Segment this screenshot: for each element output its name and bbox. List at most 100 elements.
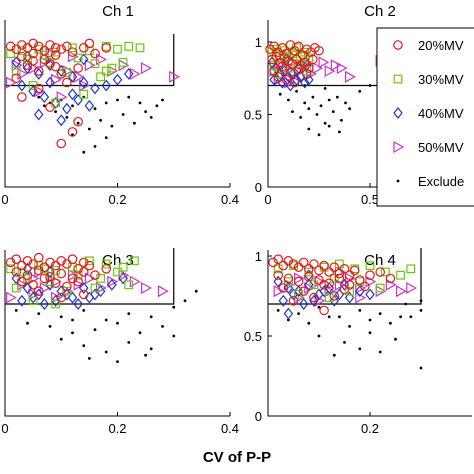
- data-point: [149, 347, 153, 351]
- data-point: [33, 286, 44, 296]
- data-point: [17, 92, 27, 102]
- data-point: [339, 284, 350, 295]
- x-tick-label: 0: [1, 421, 8, 436]
- data-point: [96, 281, 107, 295]
- data-point: [50, 260, 61, 271]
- data-point: [84, 256, 94, 266]
- data-point: [101, 42, 112, 53]
- data-point: [22, 282, 33, 294]
- panel-title-ch4: Ch 4: [364, 252, 396, 269]
- data-point: [339, 278, 350, 291]
- data-point: [409, 315, 413, 319]
- data-point: [303, 271, 314, 282]
- data-point: [50, 61, 61, 72]
- data-point: [14, 309, 18, 312]
- data-point: [287, 318, 290, 322]
- data-point: [50, 294, 61, 307]
- data-point: [157, 285, 169, 298]
- data-point: [317, 305, 321, 309]
- data-point: [343, 341, 346, 344]
- data-point: [11, 73, 22, 84]
- legend-item: 20%MV: [393, 38, 464, 53]
- data-point: [56, 114, 67, 127]
- data-point: [34, 85, 45, 98]
- series-exclude: [37, 95, 164, 154]
- data-point: [389, 321, 392, 325]
- data-point: [324, 64, 336, 78]
- data-point: [149, 315, 153, 319]
- data-point: [56, 69, 67, 79]
- panel-ch1: Ch 1 0 0.2 0.4: [1, 3, 239, 207]
- data-point: [324, 293, 334, 302]
- data-point: [112, 73, 123, 86]
- data-point: [329, 262, 340, 272]
- data-point: [17, 79, 27, 92]
- data-point: [396, 285, 407, 298]
- data-point: [71, 104, 74, 108]
- data-point: [327, 315, 331, 319]
- data-point: [293, 262, 304, 272]
- panel-title-ch1: Ch 1: [102, 3, 134, 20]
- data-point: [358, 309, 362, 312]
- data-point: [23, 54, 32, 64]
- data-point: [73, 53, 83, 63]
- data-point: [101, 79, 112, 92]
- data-point: [73, 116, 83, 127]
- data-point: [11, 66, 21, 76]
- data-point: [183, 299, 187, 303]
- threshold-line: [5, 248, 175, 305]
- data-point: [129, 67, 141, 80]
- data-point: [404, 302, 408, 306]
- data-point: [276, 309, 280, 312]
- data-point: [90, 48, 100, 59]
- data-point: [283, 307, 294, 320]
- data-point: [28, 38, 38, 49]
- data-point: [93, 145, 97, 148]
- data-point: [129, 275, 141, 288]
- series-30pctmv: [6, 256, 139, 309]
- data-point: [338, 315, 341, 319]
- panel-title-ch2: Ch 2: [364, 3, 396, 20]
- data-point: [172, 305, 176, 309]
- data-point: [368, 84, 372, 87]
- data-point: [54, 110, 58, 113]
- data-point: [67, 88, 78, 101]
- data-point: [87, 357, 91, 360]
- data-point: [399, 315, 402, 319]
- data-point: [90, 288, 100, 301]
- data-point: [6, 291, 17, 304]
- data-point: [319, 305, 329, 316]
- data-point: [141, 281, 152, 295]
- data-point: [84, 99, 95, 112]
- data-point: [45, 278, 55, 291]
- data-point: [278, 294, 289, 307]
- data-point: [312, 62, 324, 75]
- data-point: [84, 59, 96, 72]
- data-point: [28, 259, 38, 269]
- data-point: [378, 312, 382, 315]
- data-point: [317, 133, 321, 137]
- data-point: [281, 74, 292, 85]
- data-point: [79, 79, 90, 92]
- data-point: [307, 127, 311, 131]
- data-point: [375, 267, 385, 277]
- data-point: [308, 54, 318, 65]
- data-point: [33, 265, 44, 276]
- data-point: [22, 62, 33, 75]
- data-point: [118, 262, 128, 272]
- data-point: [323, 87, 327, 90]
- data-point: [73, 276, 83, 287]
- data-point: [348, 107, 351, 111]
- data-point: [78, 76, 89, 89]
- data-point: [273, 72, 283, 82]
- x-tick-label: 0.5: [361, 192, 379, 207]
- series-20pctmv: [5, 252, 112, 303]
- data-point: [56, 255, 67, 266]
- data-point: [65, 116, 69, 119]
- data-point: [304, 281, 316, 295]
- data-point: [76, 121, 80, 125]
- data-point: [45, 257, 55, 268]
- data-point: [78, 282, 89, 294]
- data-point: [319, 260, 329, 271]
- data-point: [62, 41, 72, 52]
